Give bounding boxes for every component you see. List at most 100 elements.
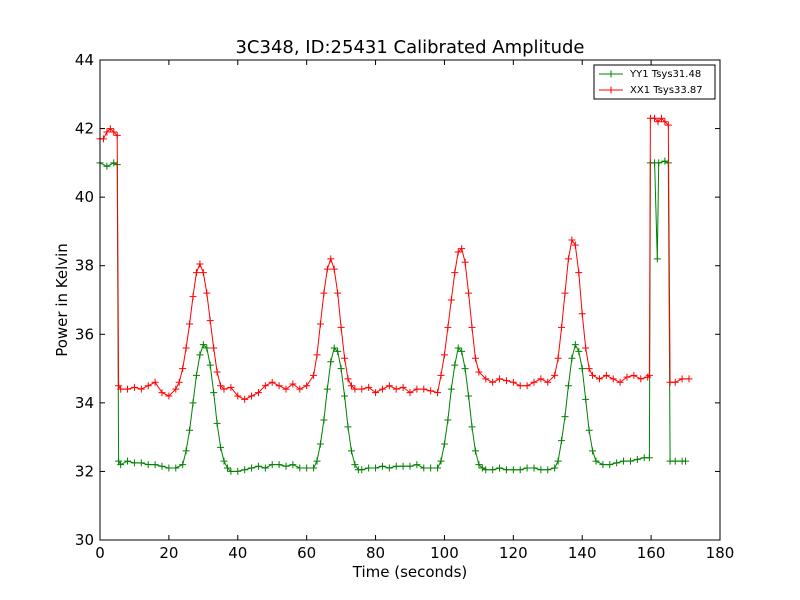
x-tick-label: 160: [637, 544, 666, 562]
data-point: [341, 392, 349, 400]
data-point: [392, 385, 400, 393]
x-tick-label: 100: [430, 544, 459, 562]
data-point: [458, 347, 466, 355]
data-point: [327, 255, 335, 263]
data-point: [268, 378, 276, 386]
data-point: [289, 380, 297, 388]
data-point: [451, 269, 459, 277]
data-point: [613, 459, 621, 467]
data-point: [440, 440, 448, 448]
data-point: [551, 371, 559, 379]
data-point: [110, 159, 118, 167]
data-point: [475, 461, 483, 469]
data-point: [199, 341, 207, 349]
data-point: [575, 347, 583, 355]
data-point: [644, 373, 652, 381]
data-point: [582, 344, 590, 352]
data-point: [558, 323, 566, 331]
data-point: [192, 269, 200, 277]
data-point: [217, 443, 225, 451]
legend-box: [593, 64, 716, 100]
data-point: [468, 323, 476, 331]
data-point: [196, 260, 204, 268]
data-point: [651, 114, 659, 122]
data-point: [444, 416, 452, 424]
data-point: [434, 389, 442, 397]
data-point: [203, 344, 211, 352]
data-point: [186, 426, 194, 434]
data-point: [589, 371, 597, 379]
data-point: [199, 269, 207, 277]
data-point: [465, 289, 473, 297]
chart-title: 3C348, ID:25431 Calibrated Amplitude: [235, 37, 584, 58]
data-point: [227, 467, 235, 475]
series-layer: [96, 114, 693, 475]
data-point: [365, 383, 373, 391]
series-0: [96, 157, 690, 475]
data-point: [554, 457, 562, 465]
data-point: [561, 413, 569, 421]
data-point: [351, 461, 359, 469]
data-point: [310, 464, 318, 472]
data-point: [406, 389, 414, 397]
data-point: [657, 114, 665, 122]
data-point: [327, 358, 335, 366]
y-tick-label: 40: [75, 188, 94, 206]
data-point: [461, 258, 469, 266]
data-point: [471, 447, 479, 455]
data-point: [399, 383, 407, 391]
legend-entry-yy1: YY1 Tsys31.48: [629, 69, 701, 80]
data-point: [578, 365, 586, 373]
data-point: [489, 466, 497, 474]
data-point: [196, 351, 204, 359]
data-point: [103, 128, 111, 136]
data-point: [664, 121, 672, 129]
data-point: [437, 371, 445, 379]
data-point: [678, 375, 686, 383]
data-point: [482, 375, 490, 383]
data-point: [509, 378, 517, 386]
data-point: [454, 344, 462, 352]
data-point: [254, 389, 262, 397]
data-point: [434, 464, 442, 472]
data-point: [334, 289, 342, 297]
data-point: [544, 378, 552, 386]
data-point: [372, 464, 380, 472]
data-point: [420, 464, 428, 472]
data-point: [568, 354, 576, 362]
data-point: [334, 347, 342, 355]
data-point: [558, 437, 566, 445]
data-point: [530, 464, 538, 472]
data-point: [248, 464, 256, 472]
data-point: [210, 389, 218, 397]
data-point: [595, 375, 603, 383]
data-point: [661, 118, 669, 126]
data-point: [151, 461, 159, 469]
data-point: [530, 378, 538, 386]
data-point: [268, 461, 276, 469]
data-point: [585, 426, 593, 434]
data-point: [337, 323, 345, 331]
data-point: [378, 385, 386, 393]
data-point: [206, 317, 214, 325]
data-point: [609, 375, 617, 383]
data-point: [458, 245, 466, 253]
data-point: [213, 419, 221, 427]
data-point: [551, 464, 559, 472]
data-point: [172, 385, 180, 393]
data-point: [330, 265, 338, 273]
legend-marker: [607, 86, 615, 94]
data-point: [313, 351, 321, 359]
data-point: [392, 462, 400, 470]
data-point: [385, 382, 393, 390]
data-point: [620, 457, 628, 465]
data-point: [248, 392, 256, 400]
data-point: [568, 236, 576, 244]
x-tick-label: 40: [228, 544, 247, 562]
x-tick-label: 80: [366, 544, 385, 562]
data-point: [427, 464, 435, 472]
legend-entry-xx1: XX1 Tsys33.87: [630, 85, 703, 96]
data-point: [444, 323, 452, 331]
data-point: [344, 375, 352, 383]
data-point: [313, 457, 321, 465]
